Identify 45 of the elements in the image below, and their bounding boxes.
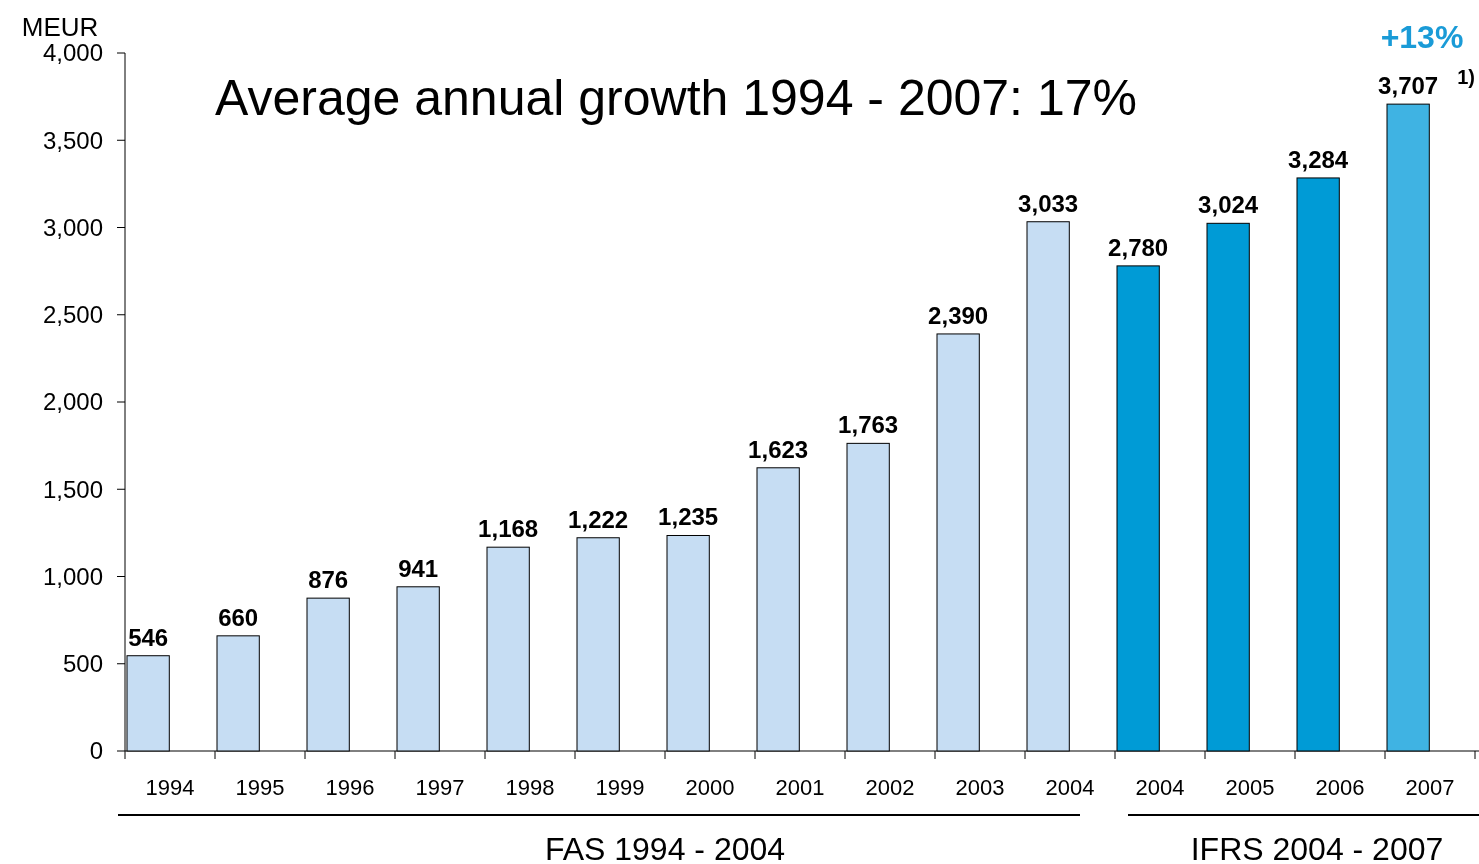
y-tick-label: 3,000 — [42, 213, 103, 241]
y-tick-label: 0 — [89, 737, 103, 765]
x-tick-label: 2001 — [775, 775, 825, 800]
y-tick-label: 4,000 — [42, 39, 103, 67]
y-tick-label: 500 — [62, 650, 103, 678]
y-axis-title: MEUR — [21, 12, 99, 42]
x-tick-label: 1997 — [415, 775, 465, 800]
annotation: 1) — [1457, 66, 1476, 89]
y-tick-label: 1,000 — [42, 562, 103, 590]
data-label: 1,763 — [838, 411, 899, 439]
x-tick-label: 2005 — [1225, 775, 1275, 800]
x-tick-label: 1999 — [595, 775, 645, 800]
y-tick-label: 3,500 — [42, 126, 103, 154]
x-tick-label: 2000 — [685, 775, 735, 800]
data-label: 941 — [398, 554, 439, 582]
data-label: 1,222 — [568, 505, 629, 533]
data-label: 1,168 — [478, 515, 539, 543]
x-tick-label: 2004 — [1045, 775, 1095, 800]
data-label: 2,780 — [1108, 233, 1169, 261]
x-tick-label: 2007 — [1405, 775, 1455, 800]
data-label: 3,033 — [1018, 189, 1079, 217]
x-tick-label: 2002 — [865, 775, 915, 800]
text: IFRS 2004 - 2007 — [1190, 831, 1444, 864]
x-tick-label: 2006 — [1315, 775, 1365, 800]
data-label: 546 — [128, 623, 169, 651]
y-tick-label: 2,500 — [42, 301, 103, 329]
data-label: 3,707 — [1378, 72, 1439, 100]
data-label: 1,235 — [658, 503, 719, 531]
data-label: 660 — [218, 603, 259, 631]
annotation: +13% — [1380, 19, 1464, 55]
chart-title: Average annual growth 1994 - 2007: 17% — [215, 70, 1137, 126]
data-label: 876 — [308, 566, 349, 594]
data-label: 1,623 — [748, 435, 809, 463]
x-tick-label: 1998 — [505, 775, 555, 800]
x-tick-label: 2003 — [955, 775, 1005, 800]
x-tick-label: 2004 — [1135, 775, 1185, 800]
data-label: 3,024 — [1198, 191, 1259, 219]
text: FAS 1994 - 2004 — [544, 831, 786, 864]
x-tick-label: 1996 — [325, 775, 375, 800]
y-tick-label: 1,500 — [42, 475, 103, 503]
x-tick-label: 1994 — [145, 775, 195, 800]
data-label: 3,284 — [1288, 145, 1349, 173]
x-tick-label: 1995 — [235, 775, 285, 800]
y-tick-label: 2,000 — [42, 388, 103, 416]
data-label: 2,390 — [928, 301, 989, 329]
